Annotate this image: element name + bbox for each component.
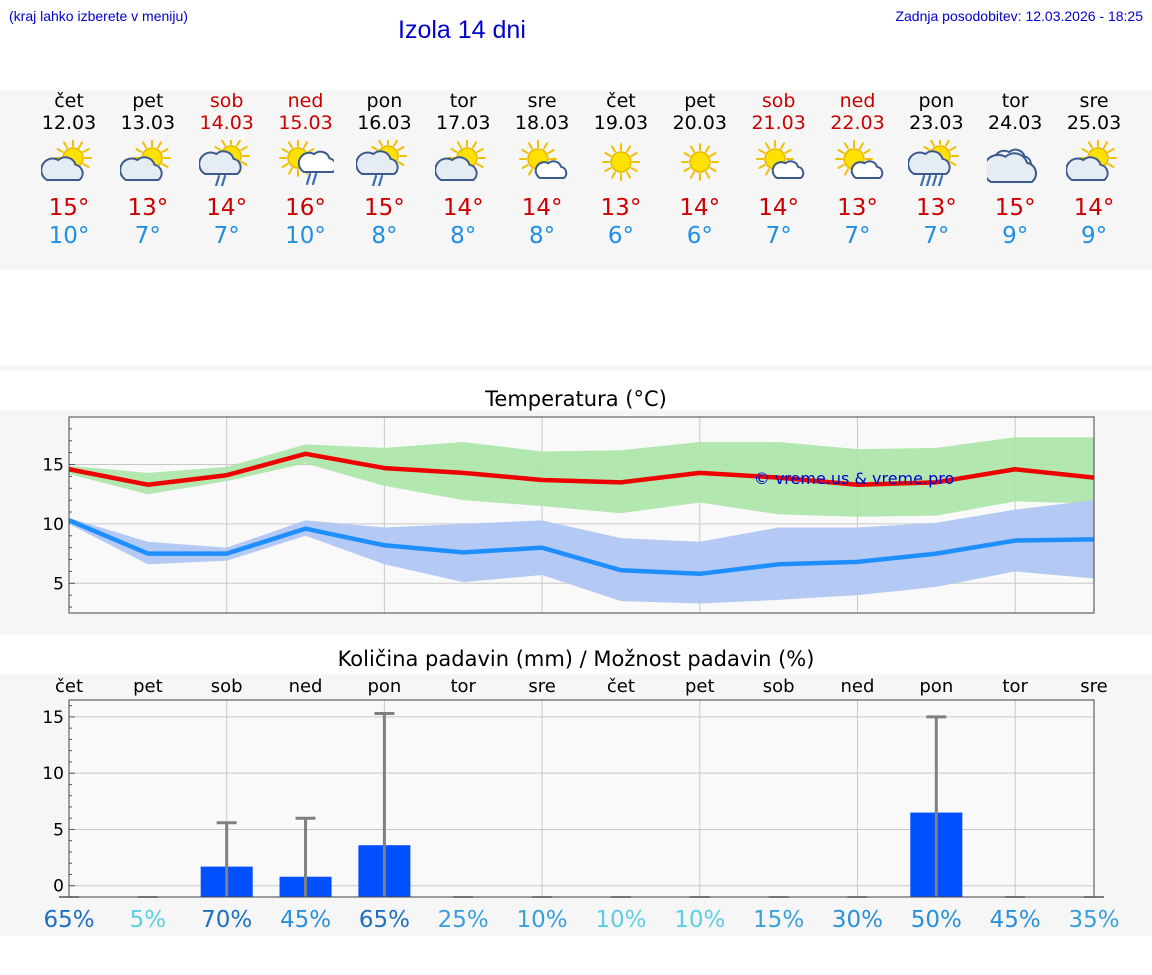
forecast-day: pon 16.03 15° 8° bbox=[345, 90, 423, 250]
day-date: 14.03 bbox=[199, 112, 254, 134]
mostly-sunny-icon bbox=[755, 140, 804, 179]
min-temperature: 9° bbox=[1002, 223, 1029, 249]
max-temperature: 13° bbox=[915, 195, 957, 221]
daily-forecast-strip: čet 12.03 15° 10° pet 13.03 13° 7° sob 14.03 14° 7°… bbox=[0, 90, 1152, 270]
day-date: 19.03 bbox=[593, 112, 649, 134]
section-divider bbox=[0, 365, 1152, 370]
forecast-day: čet 12.03 15° 10° bbox=[30, 90, 108, 250]
min-temperature: 9° bbox=[1080, 223, 1108, 249]
day-date: 23.03 bbox=[909, 112, 964, 134]
partly-cloudy-icon bbox=[1066, 140, 1118, 181]
day-date: 16.03 bbox=[357, 112, 412, 134]
min-temperature: 10° bbox=[285, 223, 326, 249]
min-temperature: 7° bbox=[844, 223, 871, 249]
max-temperature: 15° bbox=[48, 195, 90, 221]
forecast-day: pet 13.03 13° 7° bbox=[109, 90, 187, 250]
max-temperature: 14° bbox=[206, 195, 248, 221]
day-name: sob bbox=[209, 90, 244, 112]
day-name: ned bbox=[839, 90, 876, 112]
day-name: pon bbox=[366, 90, 403, 112]
precipitation-chart-title: Količina padavin (mm) / Možnost padavin … bbox=[337, 647, 815, 671]
forecast-day: sre 25.03 14° 9° bbox=[1055, 90, 1133, 250]
day-name: tor bbox=[1001, 90, 1029, 112]
mostly-sunny-icon bbox=[519, 140, 568, 179]
day-date: 25.03 bbox=[1066, 112, 1122, 134]
forecast-day: sob 14.03 14° 7° bbox=[188, 90, 266, 250]
day-date: 13.03 bbox=[120, 112, 176, 134]
forecast-day: pon 23.03 13° 7° bbox=[897, 90, 975, 250]
max-temperature: 14° bbox=[442, 195, 484, 221]
max-temperature: 13° bbox=[837, 195, 878, 221]
min-temperature: 7° bbox=[213, 223, 240, 249]
forecast-day: sre 18.03 14° 8° bbox=[503, 90, 581, 250]
min-temperature: 6° bbox=[607, 223, 634, 249]
temperature-chart-area bbox=[0, 410, 1152, 635]
min-temperature: 7° bbox=[765, 223, 792, 249]
max-temperature: 14° bbox=[679, 195, 721, 221]
sunny-icon bbox=[601, 143, 640, 181]
forecast-day: sob 21.03 14° 7° bbox=[740, 90, 818, 250]
day-date: 17.03 bbox=[436, 112, 491, 134]
page-title: Izola 14 dni bbox=[398, 16, 526, 44]
last-updated-label: Zadnja posodobitev: bbox=[895, 8, 1022, 24]
cloudy-icon bbox=[987, 148, 1038, 183]
day-name: tor bbox=[449, 90, 477, 112]
partly-cloudy-icon bbox=[119, 140, 171, 181]
min-temperature: 10° bbox=[48, 223, 90, 249]
day-name: ned bbox=[287, 90, 324, 112]
day-name: sre bbox=[1079, 90, 1109, 112]
min-temperature: 7° bbox=[923, 223, 950, 249]
day-name: sob bbox=[761, 90, 796, 112]
last-updated: Zadnja posodobitev: 12.03.2026 - 18:25 bbox=[895, 8, 1143, 24]
partly-cloudy-rain-icon bbox=[198, 140, 250, 186]
day-name: čet bbox=[606, 90, 636, 112]
precipitation-chart-area bbox=[0, 674, 1152, 936]
temperature-chart-title: Temperatura (°C) bbox=[485, 387, 667, 411]
forecast-day: tor 24.03 15° 9° bbox=[976, 90, 1054, 250]
max-temperature: 14° bbox=[1073, 195, 1115, 221]
min-temperature: 6° bbox=[686, 223, 713, 249]
max-temperature: 13° bbox=[600, 195, 642, 221]
min-temperature: 8° bbox=[450, 223, 477, 249]
partly-cloudy-heavy-rain-icon bbox=[908, 140, 960, 186]
day-name: pet bbox=[684, 90, 716, 112]
day-date: 22.03 bbox=[830, 112, 885, 134]
max-temperature: 14° bbox=[758, 195, 800, 221]
day-name: pet bbox=[132, 90, 164, 112]
sunny-icon bbox=[680, 143, 719, 181]
min-temperature: 8° bbox=[371, 223, 398, 249]
day-name: sre bbox=[527, 90, 557, 112]
day-date: 24.03 bbox=[987, 112, 1043, 134]
partly-cloudy-icon bbox=[41, 140, 92, 181]
sun-cloud-rain-icon bbox=[278, 140, 334, 186]
last-updated-value: 12.03.2026 - 18:25 bbox=[1025, 8, 1143, 24]
max-temperature: 13° bbox=[127, 195, 169, 221]
min-temperature: 7° bbox=[134, 223, 161, 249]
forecast-day: čet 19.03 13° 6° bbox=[582, 90, 660, 250]
day-date: 12.03 bbox=[41, 112, 97, 134]
partly-cloudy-icon bbox=[435, 140, 487, 181]
day-date: 21.03 bbox=[751, 112, 806, 134]
location-hint: (kraj lahko izberete v meniju) bbox=[9, 8, 188, 24]
forecast-day: tor 17.03 14° 8° bbox=[424, 90, 502, 250]
min-temperature: 8° bbox=[529, 223, 556, 249]
day-date: 15.03 bbox=[278, 112, 333, 134]
mostly-sunny-icon bbox=[834, 140, 883, 179]
forecast-day: pet 20.03 14° 6° bbox=[661, 90, 739, 250]
day-date: 18.03 bbox=[514, 112, 570, 134]
max-temperature: 15° bbox=[994, 195, 1036, 221]
max-temperature: 14° bbox=[521, 195, 563, 221]
max-temperature: 16° bbox=[285, 195, 326, 221]
forecast-day: ned 22.03 13° 7° bbox=[819, 90, 897, 250]
max-temperature: 15° bbox=[364, 195, 405, 221]
day-name: pon bbox=[918, 90, 955, 112]
day-name: čet bbox=[54, 90, 84, 112]
forecast-day: ned 15.03 16° 10° bbox=[267, 90, 345, 250]
day-date: 20.03 bbox=[672, 112, 727, 134]
partly-cloudy-rain-icon bbox=[356, 140, 408, 186]
